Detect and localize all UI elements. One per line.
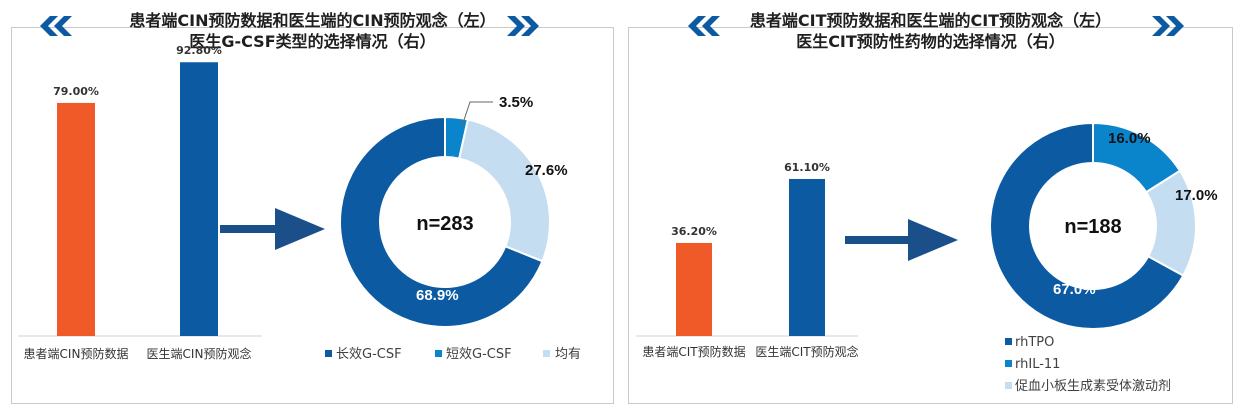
legend-label: 短效G-CSF <box>446 347 512 362</box>
donut-center-label: n=188 <box>1064 216 1121 238</box>
legend-label: rhIL-11 <box>1015 357 1060 372</box>
legend-label: rhTPO <box>1015 335 1054 350</box>
donut-slice-label: 17.0% <box>1175 187 1218 204</box>
left-title-line1: 患者端CIN预防数据和医生端的CIN预防观念（左） <box>129 11 496 30</box>
donut-slice-label: 67.0% <box>1053 281 1096 298</box>
bar <box>676 242 712 336</box>
bar-value-label: 79.00% <box>53 85 99 98</box>
donut-slice-label: 68.9% <box>416 287 459 304</box>
right-title-line1: 患者端CIT预防数据和医生端的CIT预防观念（左） <box>749 11 1112 30</box>
bar-category-label: 医生端CIT预防观念 <box>755 344 858 359</box>
arrow-left-chart <box>220 208 325 250</box>
legend-swatch <box>543 350 550 357</box>
legend-swatch <box>435 350 442 357</box>
legend-label: 促血小板生成素受体激动剂 <box>1015 379 1171 394</box>
chevron-right-icon <box>507 16 539 36</box>
donut-center-label: n=283 <box>416 213 473 235</box>
bar-value-label: 61.10% <box>784 161 830 174</box>
chevron-right-icon <box>1152 16 1184 36</box>
leader-line <box>461 101 493 127</box>
bar-value-label: 36.20% <box>671 225 717 238</box>
arrow-right-chart <box>845 219 958 261</box>
donut-slice-label: 27.6% <box>525 162 568 179</box>
donut-slice-label: 16.0% <box>1108 130 1151 147</box>
donut-slice-label: 3.5% <box>499 94 533 111</box>
right-title: 患者端CIT预防数据和医生端的CIT预防观念（左） 医生CIT预防性药物的选择情… <box>628 10 1233 52</box>
left-title-line2: 医生G-CSF类型的选择情况（右） <box>189 32 436 51</box>
bar <box>789 178 825 336</box>
bar-value-label: 92.80% <box>176 44 222 57</box>
legend-label: 长效G-CSF <box>336 347 402 362</box>
donut-slice <box>339 115 544 328</box>
legend-label: 均有 <box>555 347 581 362</box>
legend-swatch <box>1005 360 1012 367</box>
left-title: 患者端CIN预防数据和医生端的CIN预防观念（左） 医生G-CSF类型的选择情况… <box>11 10 614 52</box>
right-panel <box>628 27 1233 404</box>
bar <box>57 102 95 336</box>
bar-category-label: 患者端CIT预防数据 <box>642 344 745 359</box>
legend-swatch <box>1005 338 1012 345</box>
right-title-line2: 医生CIT预防性药物的选择情况（右） <box>796 32 1065 51</box>
chevron-left-icon <box>688 16 720 36</box>
legend-swatch <box>1005 382 1012 389</box>
bar <box>180 62 218 337</box>
chevron-left-icon <box>40 16 72 36</box>
bar-category-label: 医生端CIN预防观念 <box>147 346 252 361</box>
donut-slice <box>989 121 1185 330</box>
legend-swatch <box>325 350 332 357</box>
bar-category-label: 患者端CIN预防数据 <box>24 346 129 361</box>
donut-slice <box>457 118 551 263</box>
